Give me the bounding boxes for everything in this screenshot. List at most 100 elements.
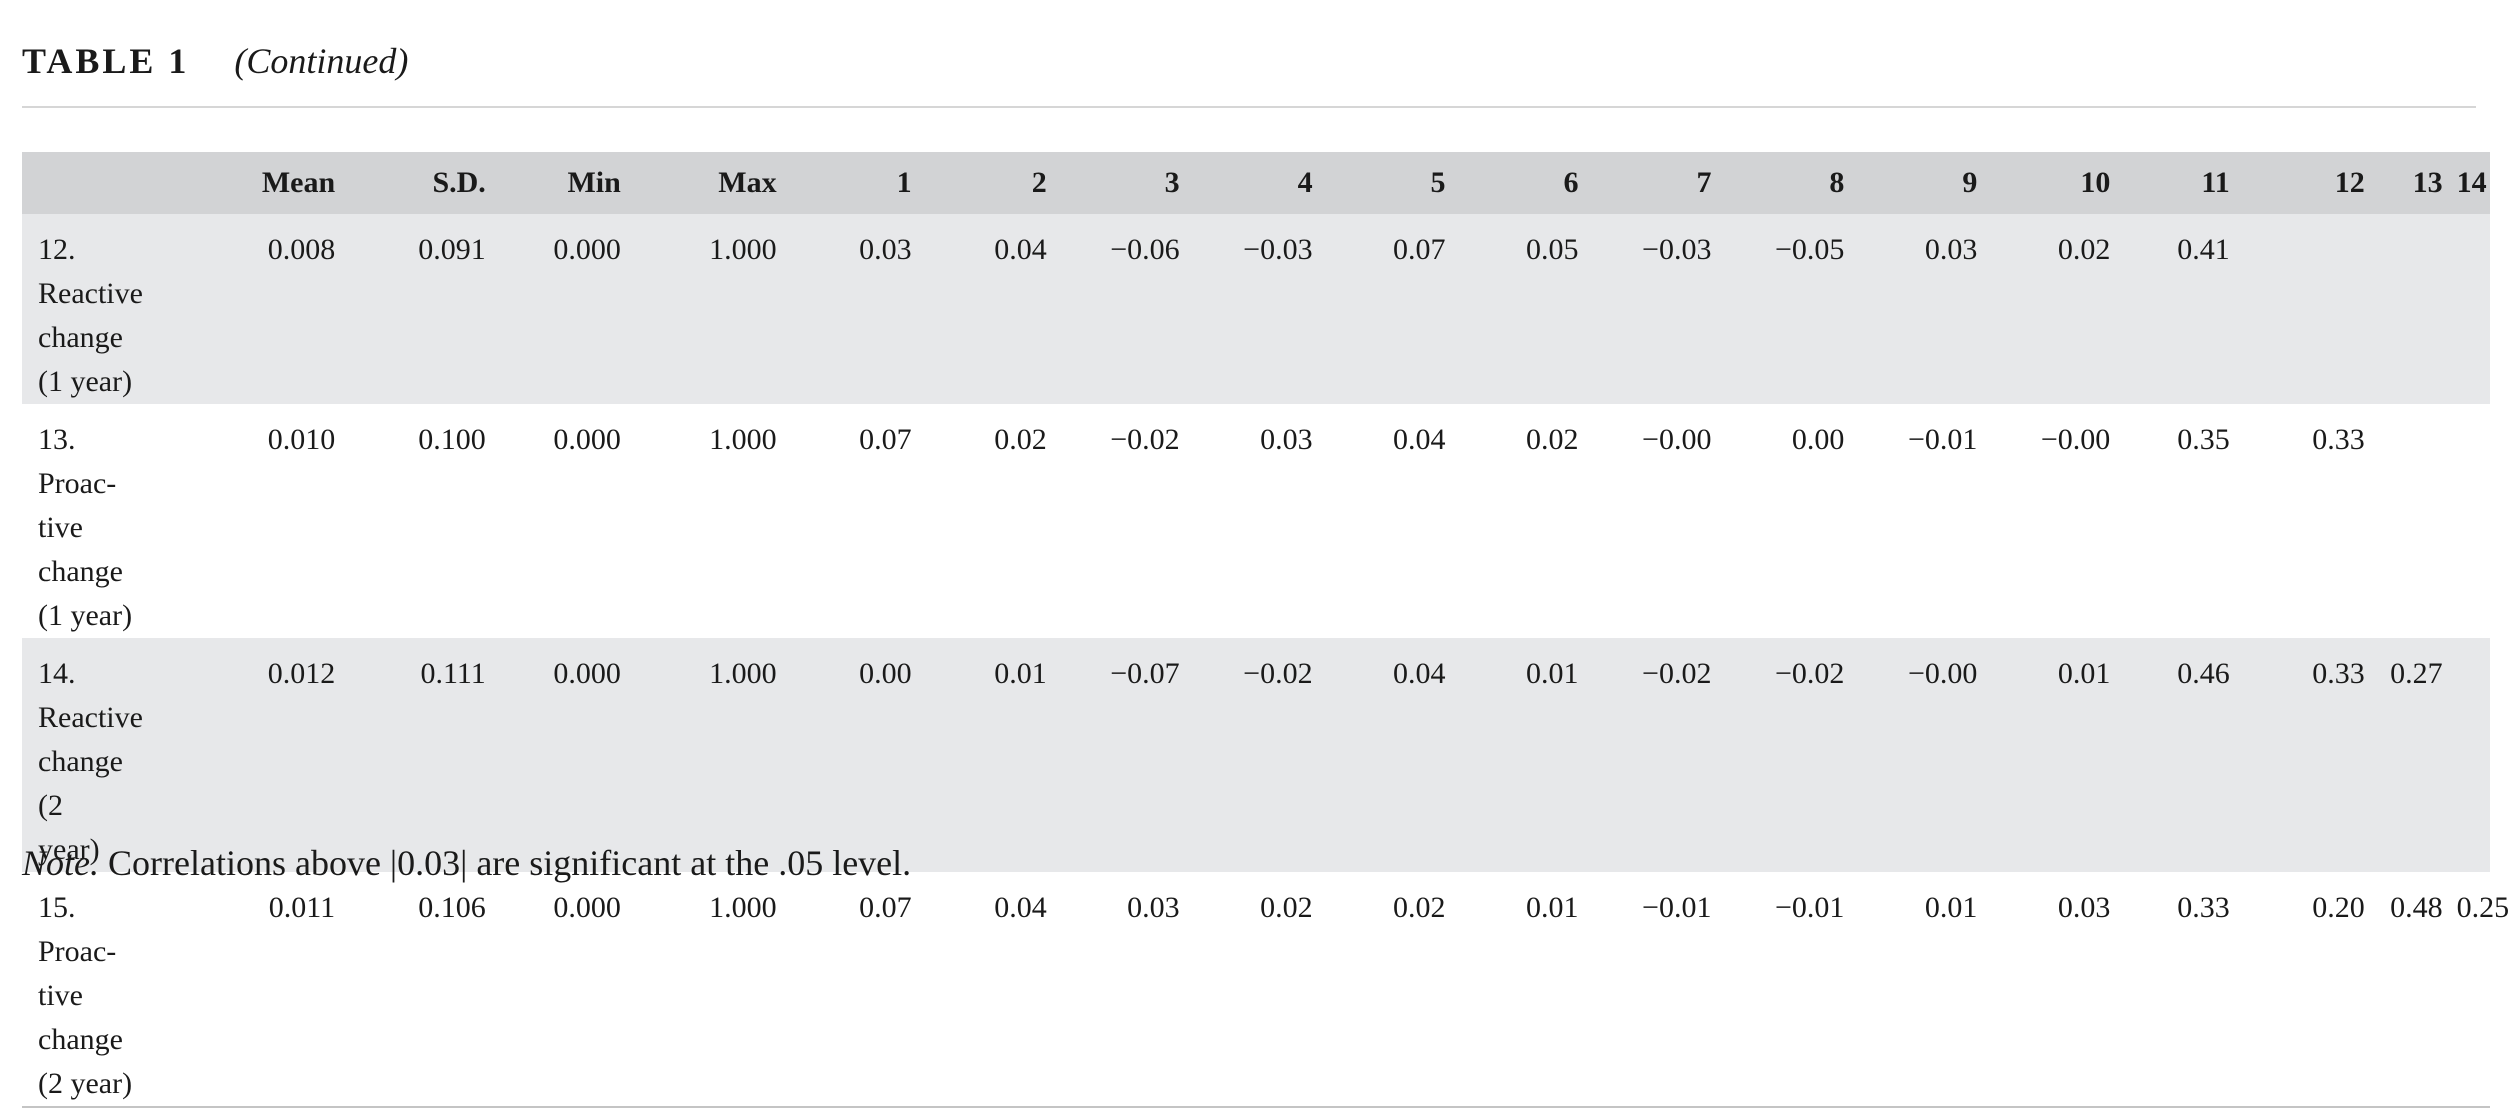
table-row: 15. Proac- tive change (2 year) 0.011 0.… bbox=[22, 872, 2510, 1107]
table-cell: 0.02 bbox=[2057, 233, 2111, 266]
table-cell: −0.03 bbox=[1642, 233, 1712, 266]
table-cell: 0.25 bbox=[2456, 891, 2510, 924]
table-cell: 0.04 bbox=[1393, 657, 1446, 690]
table-cell: −0.02 bbox=[1642, 657, 1712, 690]
table-cell: 0.05 bbox=[1526, 233, 1579, 266]
note-label: Note. bbox=[22, 843, 99, 883]
row-label: 14. Reactive change (2 year) bbox=[22, 638, 157, 872]
row-label-line: 15. Proac- bbox=[38, 891, 117, 968]
table-cell: −0.06 bbox=[1110, 233, 1180, 266]
table-cell: −0.03 bbox=[1243, 233, 1313, 266]
column-header: S.D. bbox=[432, 166, 486, 199]
row-label-line: (1 year) bbox=[38, 365, 133, 398]
column-header: 3 bbox=[1164, 166, 1180, 199]
table-cell: 0.03 bbox=[859, 233, 912, 266]
table-cell: −0.00 bbox=[1907, 657, 1978, 690]
table-cell: 0.008 bbox=[267, 233, 336, 266]
column-header: 13 bbox=[2412, 166, 2443, 199]
column-header: 4 bbox=[1297, 166, 1313, 199]
table-cell: 1.000 bbox=[709, 423, 777, 456]
correlation-table: Mean S.D. Min Max 1 2 3 4 5 6 7 8 9 10 1… bbox=[22, 152, 2510, 1108]
column-header: Min bbox=[567, 166, 621, 199]
column-header: 10 bbox=[2080, 166, 2111, 199]
column-header: Max bbox=[718, 166, 777, 199]
table-cell bbox=[2379, 214, 2457, 404]
table-cell: −0.00 bbox=[1642, 423, 1712, 456]
table-cell: 0.111 bbox=[420, 657, 486, 690]
column-header: 6 bbox=[1563, 166, 1579, 199]
table-cell: 0.07 bbox=[859, 891, 912, 924]
column-header: 14 bbox=[2456, 166, 2487, 199]
table-cell: 0.011 bbox=[268, 891, 336, 924]
title-divider bbox=[22, 106, 2476, 108]
table-cell: 0.000 bbox=[553, 891, 621, 924]
table-cell: 0.33 bbox=[2177, 891, 2230, 924]
table-cell: 0.41 bbox=[2177, 233, 2230, 266]
column-header: 1 bbox=[896, 166, 912, 199]
table-cell: 0.03 bbox=[2057, 891, 2111, 924]
row-label-line: year) bbox=[38, 833, 100, 866]
table-cell: 0.02 bbox=[1260, 891, 1313, 924]
table-cell: 0.010 bbox=[267, 423, 336, 456]
table-cell: −0.07 bbox=[1110, 657, 1180, 690]
row-label-line: change (2 bbox=[38, 745, 123, 822]
table-cell: 0.46 bbox=[2177, 657, 2230, 690]
table-cell: 0.01 bbox=[1526, 891, 1579, 924]
table-cell: 1.000 bbox=[709, 233, 777, 266]
table-cell: 1.000 bbox=[709, 657, 777, 690]
table-cell: 0.07 bbox=[1393, 233, 1446, 266]
column-header: 8 bbox=[1829, 166, 1845, 199]
column-header: 9 bbox=[1962, 166, 1978, 199]
table-cell: 0.01 bbox=[2057, 657, 2111, 690]
table-subtitle: (Continued) bbox=[234, 41, 409, 81]
table-cell bbox=[2457, 404, 2490, 638]
table-cell: 0.100 bbox=[418, 423, 486, 456]
column-header: 2 bbox=[1031, 166, 1047, 199]
table-cell: 0.02 bbox=[1393, 891, 1446, 924]
table-cell: 0.000 bbox=[553, 423, 621, 456]
row-label-line: tive change bbox=[38, 511, 123, 588]
table-cell: 0.106 bbox=[418, 891, 486, 924]
table-cell bbox=[2457, 638, 2490, 872]
table-cell: −0.00 bbox=[2040, 423, 2111, 456]
table-cell: −0.01 bbox=[1907, 423, 1978, 456]
table-row: 14. Reactive change (2 year) 0.012 0.111… bbox=[22, 638, 2490, 872]
table-cell: 0.48 bbox=[2390, 891, 2443, 924]
table-cell: 0.000 bbox=[553, 233, 621, 266]
table-cell: 0.03 bbox=[1127, 891, 1180, 924]
table-cell: −0.02 bbox=[1110, 423, 1180, 456]
row-label-line: (1 year) bbox=[38, 599, 133, 632]
row-label: 13. Proac- tive change (1 year) bbox=[22, 404, 157, 638]
row-label-line: 12. Reactive bbox=[38, 233, 143, 310]
table-cell: 0.20 bbox=[2312, 891, 2365, 924]
table-cell: 0.01 bbox=[994, 657, 1047, 690]
row-label-line: (2 year) bbox=[38, 1067, 133, 1100]
table-cell: 0.091 bbox=[418, 233, 486, 266]
table-cell: 0.01 bbox=[1924, 891, 1978, 924]
row-label: 15. Proac- tive change (2 year) bbox=[22, 872, 157, 1107]
row-label-line: 14. Reactive bbox=[38, 657, 143, 734]
header-row: Mean S.D. Min Max 1 2 3 4 5 6 7 8 9 10 1… bbox=[22, 152, 2490, 214]
table-cell: 0.02 bbox=[994, 423, 1047, 456]
note-text: Correlations above |0.03| are significan… bbox=[108, 843, 912, 883]
column-header: 12 bbox=[2334, 166, 2365, 199]
table-cell bbox=[2244, 214, 2379, 404]
table-cell: −0.02 bbox=[1774, 657, 1845, 690]
table-cell: −0.05 bbox=[1774, 233, 1845, 266]
table-title: TABLE 1 (Continued) bbox=[22, 36, 408, 86]
table-cell: 0.35 bbox=[2177, 423, 2230, 456]
column-header: 5 bbox=[1430, 166, 1446, 199]
table-cell bbox=[2379, 404, 2457, 638]
table-cell: 0.33 bbox=[2312, 657, 2365, 690]
table-cell: 0.012 bbox=[267, 657, 336, 690]
table-cell: 0.04 bbox=[994, 233, 1047, 266]
table-cell: 0.02 bbox=[1526, 423, 1579, 456]
table-cell bbox=[2457, 214, 2490, 404]
table-number: TABLE 1 bbox=[22, 41, 190, 81]
row-label-line: change bbox=[38, 321, 123, 354]
row-label: 12. Reactive change (1 year) bbox=[22, 214, 157, 404]
column-header: 7 bbox=[1696, 166, 1712, 199]
table-note: Note. Correlations above |0.03| are sign… bbox=[22, 838, 911, 888]
column-header bbox=[22, 152, 157, 214]
column-header: 11 bbox=[2201, 166, 2230, 199]
